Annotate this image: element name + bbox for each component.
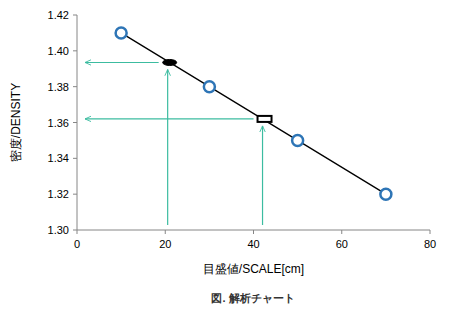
title: 図. 解析チャート	[211, 292, 294, 304]
guide-arrow	[262, 126, 263, 225]
y-tick	[73, 194, 77, 195]
y-tick-label: 1.42	[48, 9, 69, 21]
guide-arrows	[85, 62, 263, 225]
data-point	[204, 81, 215, 92]
y-tick-label: 1.34	[48, 152, 69, 164]
y-axis-label: 密度/DENSITY	[9, 83, 23, 162]
y-tick	[73, 158, 77, 159]
guide-arrow	[85, 62, 159, 63]
y-tick	[73, 122, 77, 123]
x-tick-label: 40	[247, 238, 259, 250]
y-tick	[73, 230, 77, 231]
data-point	[292, 135, 303, 146]
x-tick-label: 20	[159, 238, 171, 250]
guide-arrow	[167, 69, 168, 225]
y-tick-label: 1.32	[48, 188, 69, 200]
y-tick	[73, 86, 77, 87]
data-point	[258, 116, 272, 122]
data-point	[163, 59, 177, 65]
y-tick-label: 1.36	[48, 117, 69, 129]
data-point	[380, 189, 391, 200]
plot-area	[116, 27, 392, 199]
guide-arrow	[85, 118, 254, 119]
y-tick	[73, 50, 77, 51]
data-point	[116, 27, 127, 38]
x-tick	[341, 230, 342, 234]
x-tick	[165, 230, 166, 234]
x-axis-label: 目盛値/SCALE[cm]	[203, 262, 304, 276]
y-tick-label: 1.40	[48, 45, 69, 57]
y-tick	[73, 15, 77, 16]
x-tick-label: 60	[336, 238, 348, 250]
x-tick	[77, 230, 78, 234]
x-tick	[430, 230, 431, 234]
y-tick-label: 1.30	[48, 224, 69, 236]
x-tick-label: 0	[74, 238, 80, 250]
x-tick	[253, 230, 254, 234]
series-line	[121, 33, 386, 194]
y-tick-label: 1.38	[48, 81, 69, 93]
x-tick-label: 80	[424, 238, 436, 250]
chart: 1.30 1.32 1.34 1.36 1.38 1.40 1.42 0 20 40 60 80 目盛値…	[0, 0, 451, 314]
